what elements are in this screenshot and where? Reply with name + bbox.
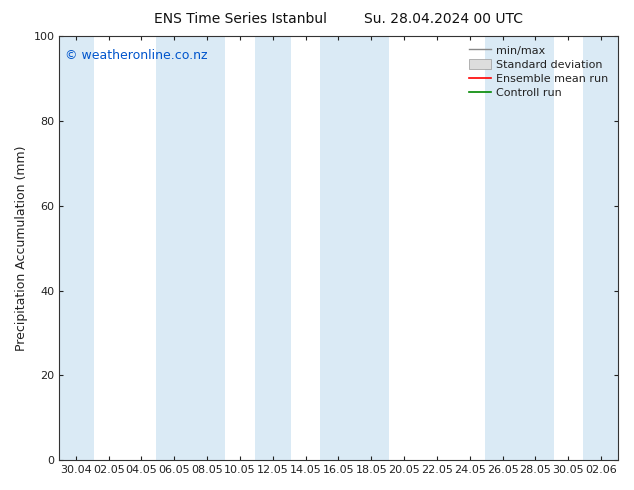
Text: Su. 28.04.2024 00 UTC: Su. 28.04.2024 00 UTC	[365, 12, 523, 26]
Bar	[255, 36, 291, 460]
Bar	[583, 36, 619, 460]
Bar	[484, 36, 521, 460]
Bar	[353, 36, 389, 460]
Text: © weatheronline.co.nz: © weatheronline.co.nz	[65, 49, 207, 62]
Y-axis label: Precipitation Accumulation (mm): Precipitation Accumulation (mm)	[15, 146, 28, 351]
Text: ENS Time Series Istanbul: ENS Time Series Istanbul	[155, 12, 327, 26]
Legend: min/max, Standard deviation, Ensemble mean run, Controll run: min/max, Standard deviation, Ensemble me…	[465, 42, 612, 101]
Bar	[320, 36, 356, 460]
Bar	[58, 36, 94, 460]
Bar	[517, 36, 553, 460]
Bar	[156, 36, 192, 460]
Bar	[189, 36, 225, 460]
